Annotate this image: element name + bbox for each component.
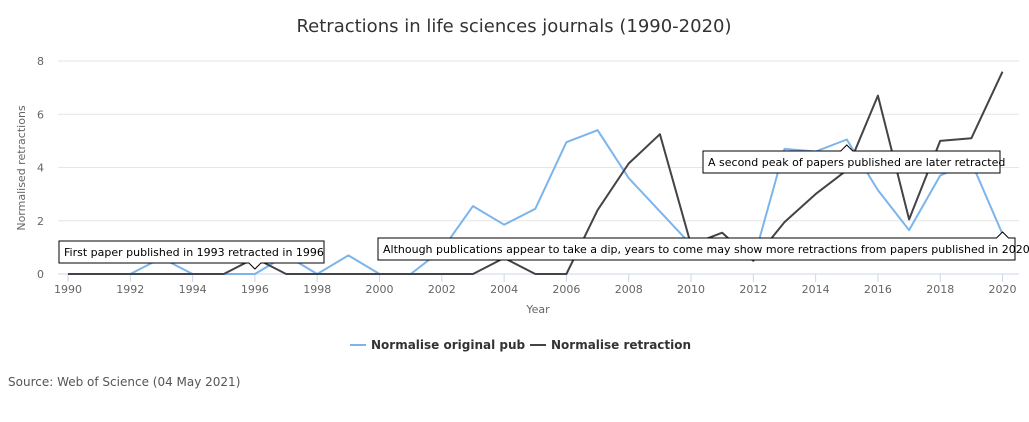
x-tick-label: 2014	[802, 283, 830, 296]
annotation-3: A second peak of papers published are la…	[702, 144, 1005, 174]
x-tick-label: 1990	[54, 283, 82, 296]
annotation-box	[702, 144, 1001, 174]
source-credit: Source: Web of Science (04 May 2021)	[8, 375, 240, 389]
x-tick-label: 1996	[241, 283, 269, 296]
legend[interactable]: Normalise original pub Normalise retracti…	[350, 338, 691, 352]
y-tick-label: 0	[37, 268, 44, 281]
x-tick-label: 2006	[552, 283, 580, 296]
annotation-text: A second peak of papers published are la…	[708, 156, 1005, 169]
chart-title: Retractions in life sciences journals (1…	[296, 16, 731, 37]
annotation-2: Although publications appear to take a d…	[377, 231, 1029, 261]
x-axis: Year 1990 1992 1994 1996 1998 2000 2002 2004 200…	[54, 273, 1019, 316]
legend-item-1[interactable]: Normalise original pub	[350, 338, 526, 352]
x-axis-title: Year	[525, 303, 550, 316]
y-axis: Normalised retractions 0 2 4 6 8	[15, 55, 44, 281]
x-tick-label: 1998	[303, 283, 331, 296]
annotations: First paper published in 1993 retracted …	[58, 144, 1029, 270]
x-tick-label: 2000	[366, 283, 394, 296]
annotation-box	[58, 240, 325, 270]
annotation-box	[377, 231, 1016, 261]
x-tick-label: 2002	[428, 283, 456, 296]
x-tick-label: 2010	[677, 283, 705, 296]
x-tick-label: 1994	[179, 283, 207, 296]
y-tick-label: 2	[37, 215, 44, 228]
y-tick-label: 8	[37, 55, 44, 68]
annotation-text: Although publications appear to take a d…	[383, 243, 1029, 256]
y-axis-title: Normalised retractions	[15, 105, 28, 231]
x-tick-label: 2018	[926, 283, 954, 296]
legend-label: Normalise retraction	[551, 338, 691, 352]
x-tick-label: 2012	[739, 283, 767, 296]
x-tick-label: 2004	[490, 283, 518, 296]
y-tick-label: 6	[37, 108, 44, 121]
x-tick-label: 2020	[989, 283, 1017, 296]
x-tick-label: 2008	[615, 283, 643, 296]
legend-item-2[interactable]: Normalise retraction	[530, 338, 691, 352]
annotation-text: First paper published in 1993 retracted …	[64, 246, 324, 259]
y-tick-label: 4	[37, 162, 44, 175]
x-tick-label: 1992	[116, 283, 144, 296]
legend-label: Normalise original pub	[371, 338, 526, 352]
annotation-1: First paper published in 1993 retracted …	[58, 240, 325, 270]
x-tick-label: 2016	[864, 283, 892, 296]
grid	[58, 60, 1019, 222]
